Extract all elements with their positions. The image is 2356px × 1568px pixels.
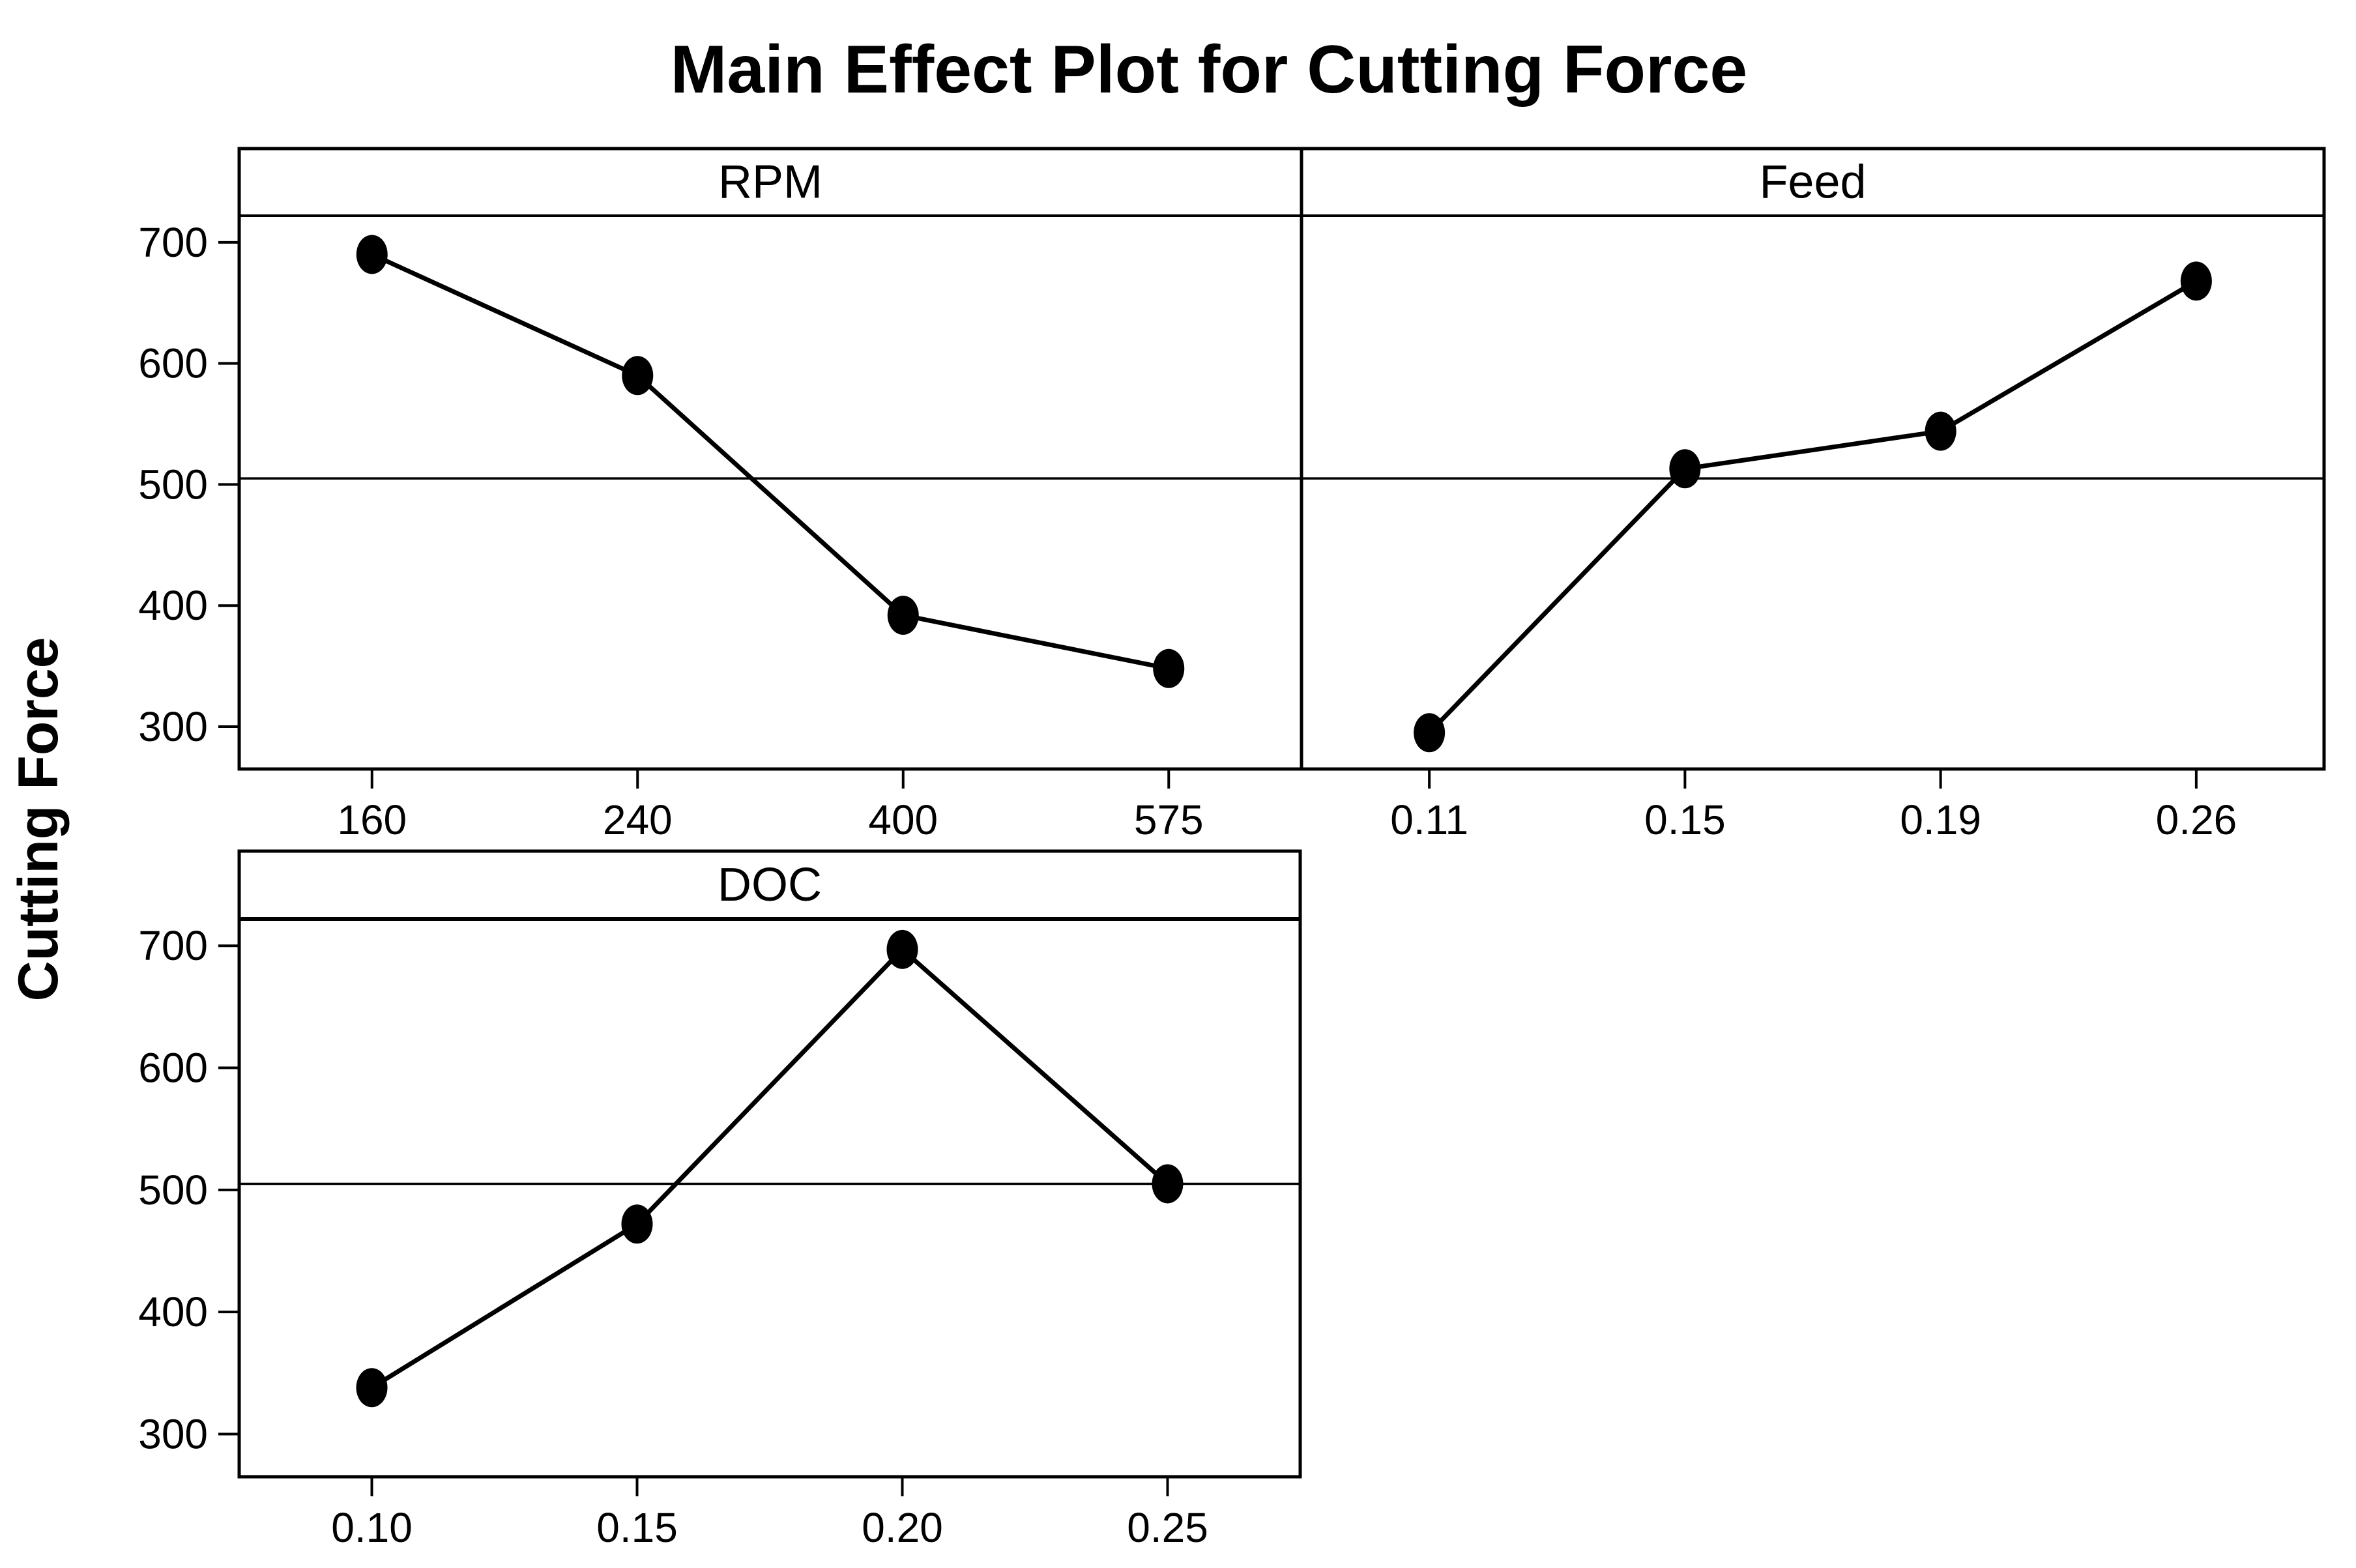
panel-border-rpm [237,147,1303,771]
effect-line-doc [370,946,1169,1390]
x-tick-label: 0.19 [1900,796,1981,843]
data-point-doc-0.10 [356,1368,388,1408]
panel-label-doc: DOC [718,859,822,911]
data-point-doc-0.20 [886,929,918,969]
x-tick-label: 400 [868,796,938,843]
panel-border-feed [1300,147,2326,771]
x-tick-label: 575 [1134,796,1204,843]
panel-rpm: 300 400 500 600 700 160 240 400 575 RPM [138,147,1303,843]
y-tick-label: 400 [138,1288,208,1335]
y-tick-label: 700 [138,219,208,266]
data-point-feed-0.26 [2180,261,2212,301]
x-tick-label: 0.20 [862,1504,943,1551]
y-tick-label: 300 [138,703,208,750]
x-tick-label: 0.15 [1644,796,1726,843]
panel-label-feed: Feed [1759,156,1866,209]
data-point-feed-0.19 [1925,411,1956,451]
x-tick-label: 160 [337,796,407,843]
y-tick-label: 500 [138,461,208,508]
data-point-feed-0.11 [1414,713,1446,753]
data-point-rpm-400 [887,596,919,635]
x-tick-label: 0.11 [1390,796,1468,843]
data-point-feed-0.15 [1669,449,1701,489]
x-tick-label: 0.26 [2156,796,2237,843]
y-tick-label: 600 [138,340,208,387]
y-tick-label: 300 [138,1410,208,1457]
y-tick-label: 500 [138,1167,208,1213]
y-tick-label: 600 [138,1045,208,1092]
panel-label-rpm: RPM [718,156,822,209]
y-axis-title: Cutting Force [7,637,70,1002]
x-tick-label: 0.10 [331,1504,413,1551]
x-tick-label: 0.25 [1127,1504,1208,1551]
data-point-rpm-240 [622,356,654,396]
x-tick-label: 240 [603,796,673,843]
y-tick-label: 400 [138,582,208,629]
data-point-doc-0.15 [621,1204,653,1244]
data-point-rpm-575 [1153,648,1185,688]
data-point-rpm-160 [356,235,388,274]
x-tick-label: 0.15 [596,1504,678,1551]
data-point-doc-0.25 [1152,1164,1184,1204]
effect-line-rpm [371,252,1169,671]
panel-doc: 300 400 500 600 700 0.10 0.15 0.20 0.25 DOC [138,849,1302,1551]
chart-title: Main Effect Plot for Cutting Force [671,32,1747,108]
effect-line-feed [1427,279,2198,734]
panel-feed: 0.11 0.15 0.19 0.26 Feed [1300,147,2326,843]
y-tick-label: 700 [138,922,208,969]
panel-border-doc [237,849,1302,1479]
